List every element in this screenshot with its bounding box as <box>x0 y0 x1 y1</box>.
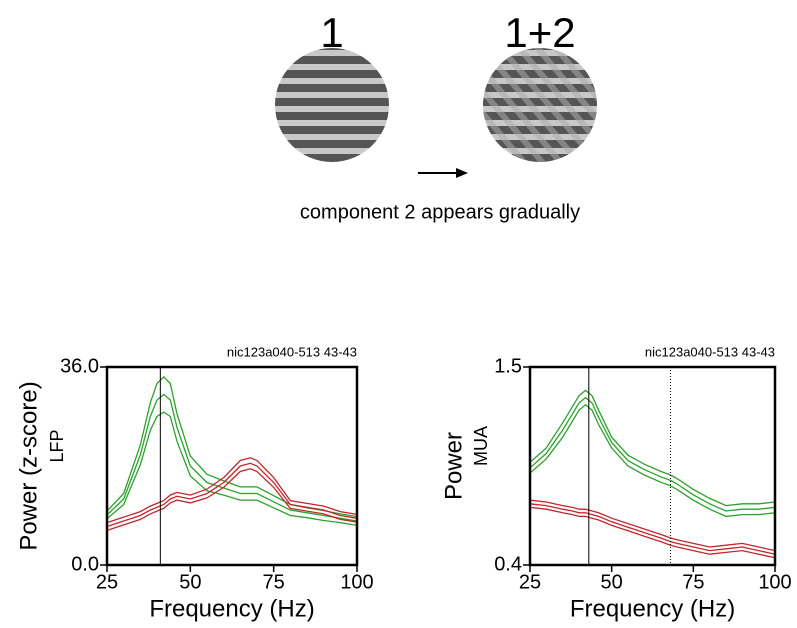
x-tick-label: 75 <box>263 571 285 593</box>
x-tick-label: 25 <box>519 571 541 593</box>
x-tick-label: 100 <box>758 571 791 593</box>
plot-frame <box>105 365 359 567</box>
series-line <box>529 503 776 555</box>
x-tick-label: 50 <box>179 571 201 593</box>
series-line <box>106 393 358 522</box>
series-line <box>529 389 776 507</box>
y-axis-label: Power (z-score) <box>15 381 42 550</box>
y-tick-label: 36.0 <box>60 355 99 377</box>
grating-1 <box>275 48 389 162</box>
x-tick-label: 100 <box>340 571 373 593</box>
chart-title: nic123a040-513 43-43 <box>227 344 357 359</box>
y-tick-label: 0.0 <box>71 553 99 575</box>
x-axis-label: Frequency (Hz) <box>149 595 314 622</box>
arrow-head <box>456 168 468 178</box>
series-line <box>106 462 358 528</box>
x-tick-label: 25 <box>96 571 118 593</box>
series-line <box>106 375 358 518</box>
x-tick-label: 50 <box>601 571 623 593</box>
chart-title: nic123a040-513 43-43 <box>645 344 775 359</box>
y-axis-sublabel: MUA <box>471 426 491 466</box>
y-tick-label: 0.4 <box>494 553 522 575</box>
series-line <box>106 457 358 524</box>
series-line <box>106 468 358 532</box>
y-axis-label: Power <box>440 432 467 500</box>
series-line <box>529 403 776 518</box>
stimulus-label: 1 <box>320 9 343 56</box>
x-axis-label: Frequency (Hz) <box>570 595 735 622</box>
series-line <box>529 396 776 512</box>
series-line <box>529 506 776 559</box>
series-line <box>529 499 776 552</box>
plot-frame <box>528 365 777 567</box>
y-tick-label: 1.5 <box>494 355 522 377</box>
caption: component 2 appears gradually <box>300 201 580 223</box>
x-tick-label: 75 <box>682 571 704 593</box>
y-axis-sublabel: LFP <box>47 429 67 462</box>
grating-2-overlay <box>483 48 597 162</box>
